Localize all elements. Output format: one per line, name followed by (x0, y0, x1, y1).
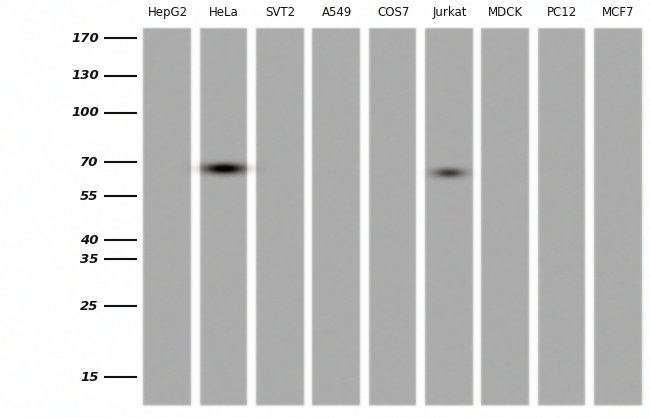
Text: COS7: COS7 (377, 6, 410, 19)
Text: SVT2: SVT2 (265, 6, 296, 19)
Text: MDCK: MDCK (488, 6, 523, 19)
Text: HepG2: HepG2 (148, 6, 188, 19)
Text: 70: 70 (81, 156, 99, 169)
Text: 170: 170 (71, 32, 99, 45)
Text: 40: 40 (81, 234, 99, 247)
Text: 55: 55 (81, 189, 99, 203)
Text: Jurkat: Jurkat (432, 6, 467, 19)
Text: HeLa: HeLa (209, 6, 239, 19)
Text: PC12: PC12 (547, 6, 577, 19)
Text: 25: 25 (81, 300, 99, 313)
Text: 130: 130 (71, 69, 99, 82)
Text: 35: 35 (81, 252, 99, 265)
Text: 15: 15 (81, 371, 99, 384)
Text: MCF7: MCF7 (603, 6, 635, 19)
Text: 100: 100 (71, 106, 99, 119)
Text: A549: A549 (322, 6, 352, 19)
